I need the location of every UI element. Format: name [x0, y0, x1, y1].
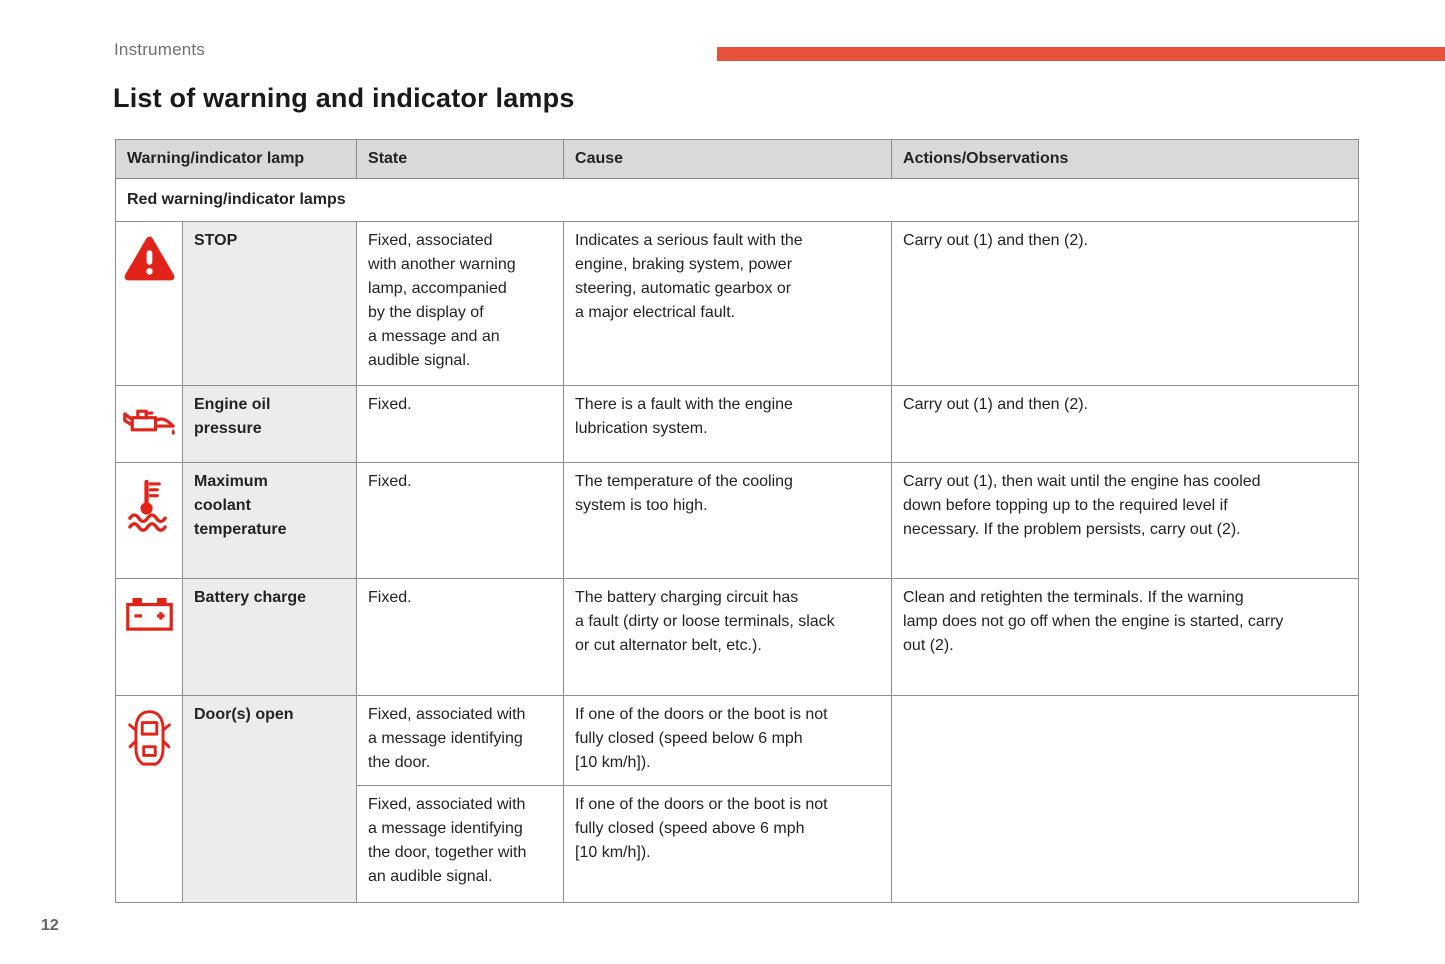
actions-cell: Clean and retighten the terminals. If th… [891, 578, 1360, 696]
actions-cell [891, 695, 1360, 903]
coolant-icon-cell [115, 462, 183, 579]
lamp-name: Engine oil pressure [181, 385, 358, 463]
cause-cell: Indicates a serious fault with the engin… [563, 221, 893, 386]
column-header-cause: Cause [563, 139, 893, 179]
cause-cell: The battery charging circuit has a fault… [563, 578, 893, 696]
cause-cell: If one of the doors or the boot is not f… [563, 695, 893, 786]
section-title: Red warning/indicator lamps [114, 178, 1360, 222]
warning-lamps-table: Warning/indicator lamp State Cause Actio… [114, 139, 1360, 903]
accent-bar-divider [717, 47, 1445, 61]
table-row-stop: STOP Fixed, associated with another warn… [115, 221, 1360, 386]
table-row-doors-open-2: Fixed, associated with a message identif… [116, 785, 1359, 903]
cause-cell: The temperature of the cooling system is… [563, 462, 893, 579]
state-cell: Fixed, associated with a message identif… [356, 695, 565, 786]
page-number: 12 [41, 917, 59, 934]
state-cell: Fixed, associated with a message identif… [356, 785, 565, 903]
lamp-name: Door(s) open [181, 695, 358, 903]
oil-icon-cell [115, 385, 183, 463]
cause-cell: If one of the doors or the boot is not f… [563, 785, 893, 903]
state-cell: Fixed. [356, 385, 565, 463]
table-row-coolant: Maximum coolant temperature Fixed. The t… [115, 462, 1360, 579]
state-cell: Fixed, associated with another warning l… [356, 221, 565, 386]
stop-icon-cell [115, 221, 183, 386]
page-title: List of warning and indicator lamps [113, 83, 575, 113]
doors-icon-cell [115, 695, 183, 903]
column-header-lamp: Warning/indicator lamp [114, 139, 358, 179]
section-header-row: Red warning/indicator lamps [114, 178, 1360, 222]
column-header-state: State [356, 139, 565, 179]
coolant-temperature-icon [127, 479, 167, 532]
cause-cell: There is a fault with the engine lubrica… [563, 385, 893, 463]
battery-icon-cell [115, 578, 183, 696]
table-header-row: Warning/indicator lamp State Cause Actio… [114, 139, 1360, 179]
battery-charge-icon [125, 597, 173, 631]
doors-open-icon [127, 710, 171, 766]
table-row-engine-oil: Engine oil pressure Fixed. There is a fa… [115, 385, 1360, 463]
state-cell: Fixed. [356, 462, 565, 579]
engine-oil-pressure-icon [123, 409, 175, 436]
table-row-doors-open-1: Door(s) open Fixed, associated with a me… [115, 695, 1360, 903]
stop-triangle-icon [124, 236, 174, 281]
breadcrumb: Instruments [114, 40, 206, 59]
state-cell: Fixed. [356, 578, 565, 696]
actions-cell: Carry out (1) and then (2). [891, 221, 1360, 386]
lamp-name: Maximum coolant temperature [181, 462, 358, 579]
table-row-battery: Battery charge Fixed. The battery chargi… [115, 578, 1360, 696]
column-header-actions: Actions/Observations [891, 139, 1360, 179]
actions-cell: Carry out (1) and then (2). [891, 385, 1360, 463]
lamp-name: Battery charge [181, 578, 358, 696]
lamp-name: STOP [181, 221, 358, 386]
actions-cell: Carry out (1), then wait until the engin… [891, 462, 1360, 579]
